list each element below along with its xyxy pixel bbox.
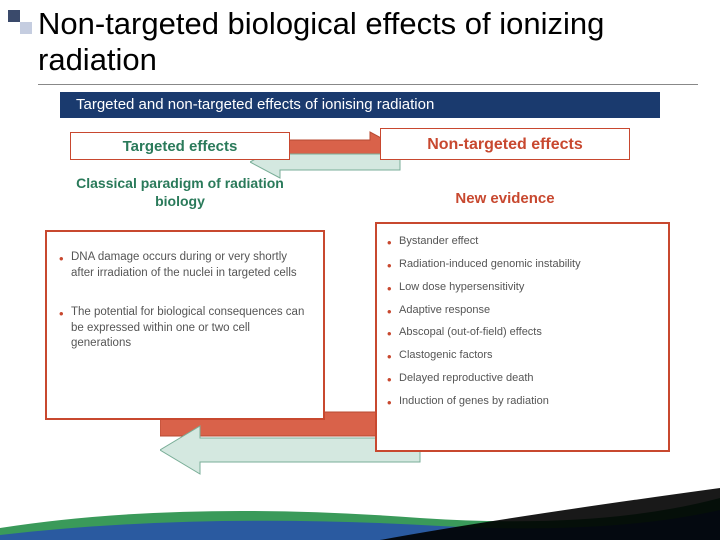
- nontargeted-box: Non-targeted effects: [380, 128, 630, 160]
- classical-box: DNA damage occurs during or very shortly…: [45, 230, 325, 420]
- list-item: Induction of genes by radiation: [385, 394, 658, 409]
- targeted-box: Targeted effects: [70, 132, 290, 160]
- classical-heading: Classical paradigm of radiation biology: [70, 175, 290, 210]
- title-underline: [38, 84, 698, 85]
- classical-list: DNA damage occurs during or very shortly…: [57, 250, 309, 352]
- list-item: Clastogenic factors: [385, 348, 658, 363]
- new-heading: New evidence: [380, 190, 630, 207]
- list-item: DNA damage occurs during or very shortly…: [57, 250, 309, 281]
- list-item: Radiation-induced genomic instability: [385, 257, 658, 272]
- decor-square-light: [20, 22, 32, 34]
- slide-title: Non-targeted biological effects of ioniz…: [38, 6, 720, 77]
- list-item: Adaptive response: [385, 303, 658, 318]
- list-item: The potential for biological consequence…: [57, 305, 309, 352]
- list-item: Low dose hypersensitivity: [385, 280, 658, 295]
- new-evidence-box: Bystander effect Radiation-induced genom…: [375, 222, 670, 452]
- decor-square-dark: [8, 10, 20, 22]
- new-evidence-list: Bystander effect Radiation-induced genom…: [385, 234, 658, 409]
- list-item: Delayed reproductive death: [385, 371, 658, 386]
- list-item: Bystander effect: [385, 234, 658, 249]
- footer-swoosh: [0, 480, 720, 540]
- list-item: Abscopal (out-of-field) effects: [385, 325, 658, 340]
- banner: Targeted and non-targeted effects of ion…: [60, 92, 660, 118]
